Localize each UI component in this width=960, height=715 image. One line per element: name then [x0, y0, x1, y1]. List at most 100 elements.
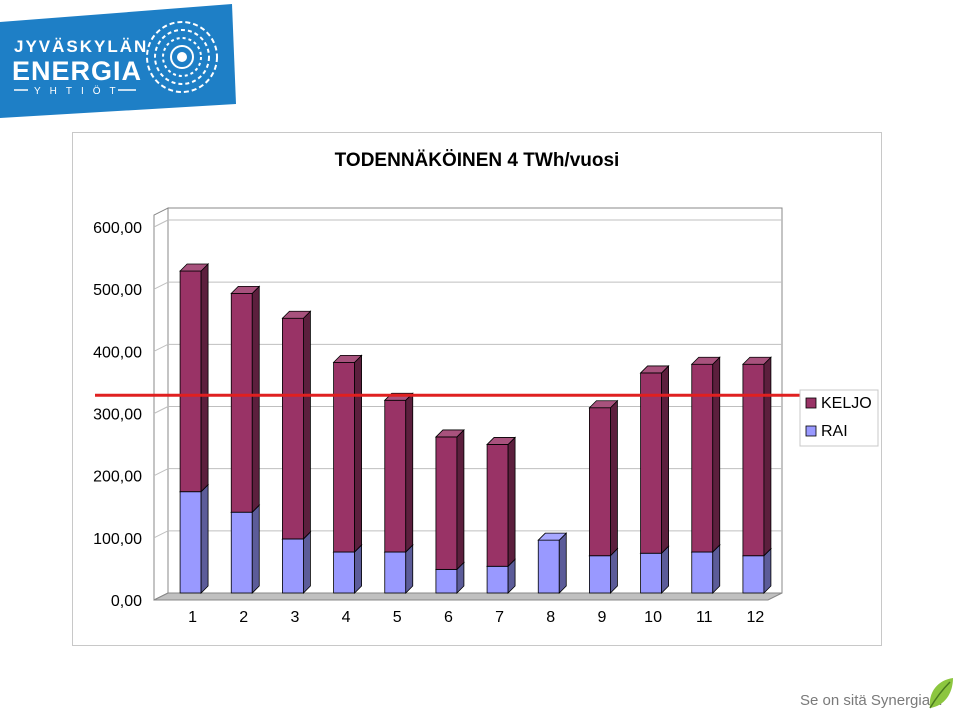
bar-rai	[640, 552, 662, 594]
leaf-icon	[929, 678, 953, 709]
bar-side-keljo	[507, 436, 516, 568]
bar-rai	[486, 565, 509, 594]
bar-rai	[179, 491, 202, 594]
bar-side-rai	[303, 530, 311, 594]
energia-logo: JYVÄSKYLÄN ENERGIA YHTIÖT	[12, 21, 218, 97]
bar-stack	[741, 356, 772, 594]
bar-stack	[332, 354, 363, 594]
chart-walls	[153, 207, 783, 601]
brand-line2: ENERGIA	[12, 56, 142, 86]
brand-line3: YHTIÖT	[34, 85, 125, 97]
bar-side-rai	[251, 504, 260, 594]
bar-side-rai	[763, 547, 772, 594]
legend-label: KELJO	[821, 395, 872, 412]
bar-keljo	[742, 363, 765, 557]
x-tick-label: 8	[546, 609, 555, 626]
bar-stack	[537, 532, 568, 594]
side-wall	[153, 207, 169, 601]
bar-side-keljo	[354, 354, 362, 553]
y-axis-ticks: 0,00 100,00 200,00 300,00 400,00 500,00 600,00	[93, 220, 142, 610]
y-tick-label: 500,00	[93, 282, 142, 299]
bar-stack	[434, 428, 465, 594]
bar-top-keljo	[332, 354, 363, 363]
x-tick-label: 10	[644, 609, 662, 626]
bar-top-keljo	[639, 365, 670, 374]
bar-top-keljo	[179, 263, 210, 272]
gridline-side	[153, 406, 169, 414]
bar-side-rai	[558, 532, 567, 594]
bar-top-rai	[537, 532, 568, 541]
bar-stack	[281, 310, 312, 594]
bar-side-keljo	[303, 310, 311, 540]
y-tick-label: 400,00	[93, 344, 142, 361]
bar-rai	[742, 555, 765, 594]
bar-stack	[383, 392, 414, 594]
bar-side-keljo	[200, 263, 209, 493]
bar-rai	[384, 551, 407, 594]
bar-top-keljo	[588, 400, 619, 409]
bar-rai	[230, 511, 253, 594]
bar-side-keljo	[610, 399, 618, 557]
chart-title: TODENNÄKÖINEN 4 TWh/vuosi	[334, 150, 620, 171]
bar-rai	[691, 551, 714, 594]
bar-stack	[230, 285, 261, 594]
bar-rai	[282, 538, 304, 594]
bar-keljo	[230, 292, 253, 513]
x-tick-label: 2	[239, 609, 248, 626]
swirl-icon	[146, 21, 218, 93]
bar-keljo	[486, 444, 509, 567]
bar-keljo	[282, 317, 304, 540]
x-tick-label: 11	[696, 609, 713, 626]
chart-gridlines	[153, 219, 782, 539]
bars	[179, 263, 772, 594]
bar-stack	[588, 399, 619, 594]
bar-stack	[690, 356, 721, 594]
back-wall	[167, 207, 783, 594]
bar-top-keljo	[281, 310, 312, 319]
y-tick-label: 600,00	[93, 220, 142, 237]
x-tick-label: 6	[444, 609, 453, 626]
gridline-side	[153, 468, 169, 477]
y-tick-label: 0,00	[111, 593, 142, 610]
gridline-side	[153, 530, 169, 539]
bar-top-keljo	[486, 437, 517, 445]
gridline-side	[153, 343, 169, 352]
x-axis-ticks: 1 2 3 4 5 6 7 8 9 10 11 12	[188, 609, 764, 626]
bar-side-rai	[200, 483, 209, 594]
y-tick-label: 100,00	[93, 531, 142, 548]
brand-line1: JYVÄSKYLÄN	[14, 37, 148, 56]
bar-stack	[639, 364, 670, 594]
legend-swatch	[805, 425, 817, 437]
bar-keljo	[589, 407, 611, 557]
y-tick-label: 200,00	[93, 469, 142, 486]
x-tick-label: 12	[747, 609, 765, 626]
legend-swatch	[805, 397, 817, 409]
bar-side-keljo	[712, 356, 721, 553]
gridline-side	[153, 281, 169, 290]
logo-band: JYVÄSKYLÄN ENERGIA YHTIÖT	[0, 4, 236, 118]
bar-stack	[486, 436, 517, 594]
floor	[153, 592, 783, 601]
bar-keljo	[179, 270, 202, 493]
bar-side-rai	[712, 544, 721, 594]
footer-slogan: Se on sitä Synergiaa.	[800, 692, 943, 709]
bar-side-rai	[354, 544, 362, 594]
bar-side-keljo	[251, 285, 260, 514]
bar-rai	[333, 551, 355, 594]
bar-top-keljo	[690, 356, 721, 365]
x-tick-label: 4	[342, 609, 351, 626]
bar-stack	[179, 263, 210, 594]
bar-side-rai	[405, 544, 414, 594]
bar-rai	[537, 539, 560, 594]
brand-ribbon	[0, 4, 236, 118]
bar-keljo	[435, 436, 458, 570]
gridline-side	[153, 219, 169, 228]
bar-side-keljo	[456, 428, 465, 571]
legend-label: RAI	[821, 423, 848, 440]
x-tick-label: 3	[290, 609, 299, 626]
bar-side-rai	[661, 545, 669, 594]
x-tick-label: 5	[393, 609, 402, 626]
bar-side-rai	[610, 547, 618, 594]
y-tick-label: 300,00	[93, 407, 142, 424]
